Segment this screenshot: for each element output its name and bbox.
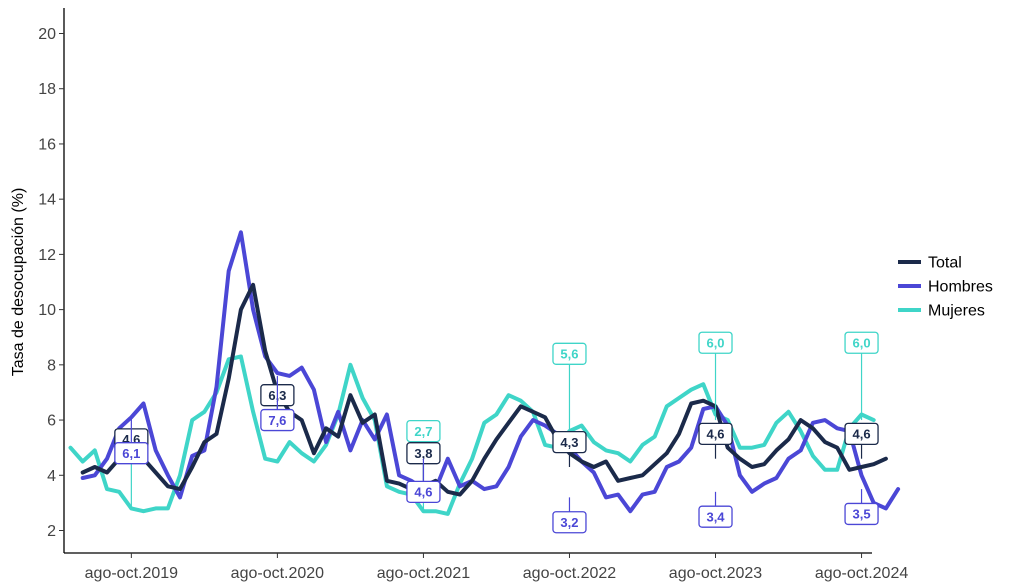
data-label-text: 2,7: [414, 424, 432, 439]
legend-label-mujeres: Mujeres: [928, 303, 985, 320]
data-label-mujeres: 2,7: [406, 419, 441, 512]
y-tick-label: 20: [38, 26, 56, 43]
y-tick-label: 18: [38, 81, 56, 98]
data-label-box: [406, 419, 441, 443]
data-label-text: 4,6: [853, 427, 871, 442]
y-axis-title: Tasa de desocupación (%): [10, 188, 27, 377]
y-tick-label: 10: [38, 302, 56, 319]
x-tick-label: ago-oct.2021: [377, 565, 471, 582]
data-label-box: [552, 342, 587, 365]
data-label-box: [552, 511, 587, 534]
data-label-hombres: 7,6: [260, 375, 295, 432]
data-label-text: 3,4: [706, 509, 725, 524]
data-label-box: [844, 422, 879, 446]
x-tick-label: ago-oct.2022: [523, 565, 617, 582]
data-label-box: [406, 480, 441, 503]
x-tick-label: ago-oct.2023: [669, 565, 763, 582]
data-label-total: 4,3: [552, 430, 587, 467]
data-label-box: [698, 505, 733, 528]
data-label-hombres: 4,6: [406, 458, 441, 503]
data-label-box: [698, 422, 733, 446]
data-label-text: 4,6: [706, 427, 724, 442]
data-label-mujeres: 6,0: [698, 331, 733, 421]
data-label-text: 4,6: [414, 485, 432, 500]
legend-label-total: Total: [928, 255, 962, 272]
data-label-hombres: 6,1: [114, 417, 149, 465]
x-tick-label: ago-oct.2024: [815, 565, 909, 582]
data-label-total: 4,6: [698, 422, 733, 459]
legend-label-hombres: Hombres: [928, 279, 993, 296]
series-line-total: [80, 282, 888, 497]
y-tick-label: 12: [38, 247, 56, 264]
data-label-text: 7,6: [268, 413, 286, 428]
series-lines: [68, 230, 901, 516]
y-tick-label: 6: [47, 413, 56, 430]
data-label-text: 6,0: [706, 336, 724, 351]
y-tick-label: 14: [38, 192, 56, 209]
y-tick-label: 2: [47, 523, 56, 540]
data-label-box: [698, 331, 733, 354]
data-label-text: 3,5: [853, 507, 871, 522]
data-label-hombres: 3,4: [698, 491, 733, 528]
data-label-box: [260, 408, 295, 432]
data-label-text: 3,8: [414, 446, 432, 461]
x-tick-label: ago-oct.2019: [85, 565, 179, 582]
y-tick-label: 16: [38, 136, 56, 153]
y-tick-label: 8: [47, 357, 56, 374]
data-label-text: 6,0: [853, 336, 871, 351]
data-label-mujeres: 5,6: [552, 342, 587, 432]
series-line-mujeres: [68, 354, 876, 516]
y-tick-label: 4: [47, 468, 56, 485]
data-label-text: 4,3: [560, 435, 578, 450]
data-label-mujeres: 6,0: [844, 331, 879, 421]
data-label-hombres: 3,2: [552, 497, 587, 534]
data-labels: 4,66,16,37,62,73,84,65,64,33,26,04,63,46…: [114, 331, 879, 534]
series-line-hombres: [80, 230, 901, 514]
axes: 2 4 6 8 10 12 14 16 18 20 ago-oct.2019 ago-oct.2020…: [38, 8, 908, 582]
data-label-box: [844, 331, 879, 354]
x-tick-label: ago-oct.2020: [231, 565, 325, 582]
data-label-box: [114, 442, 149, 465]
data-label-box: [552, 430, 587, 454]
data-label-total: 4,6: [844, 422, 879, 459]
data-label-text: 6,1: [122, 446, 140, 461]
legend: Total Hombres Mujeres: [898, 255, 993, 320]
data-label-hombres: 3,5: [844, 489, 879, 526]
data-label-text: 5,6: [560, 347, 578, 362]
data-label-text: 3,2: [560, 515, 578, 530]
data-label-box: [844, 502, 879, 526]
